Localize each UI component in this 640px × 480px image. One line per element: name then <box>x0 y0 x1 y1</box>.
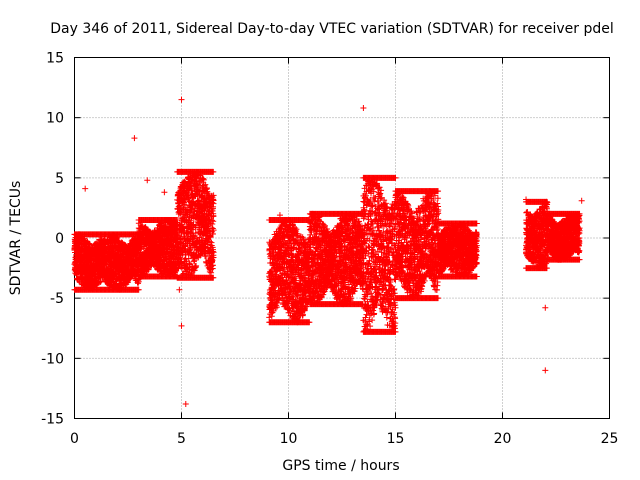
y-tick-label: 15 <box>46 51 64 67</box>
x-tick-label: 10 <box>280 431 298 447</box>
x-tick-label: 25 <box>601 431 619 447</box>
y-tick-label: 10 <box>46 111 64 127</box>
data-point <box>94 279 101 286</box>
x-tick-label: 15 <box>387 431 405 447</box>
x-tick-label: 0 <box>70 431 79 447</box>
y-tick-label: -5 <box>50 291 64 307</box>
y-tick-label: -10 <box>41 351 64 367</box>
data-point <box>97 278 104 285</box>
data-points <box>71 96 585 408</box>
x-tick-label: 20 <box>494 431 512 447</box>
y-tick-label: 5 <box>55 171 64 187</box>
axis-ticks: 0 5 10 15 20 25 -15 -10 -5 0 5 10 15 <box>41 51 618 448</box>
x-tick-label: 5 <box>177 431 186 447</box>
y-tick-label: 0 <box>55 231 64 247</box>
y-tick-label: -15 <box>41 412 64 428</box>
